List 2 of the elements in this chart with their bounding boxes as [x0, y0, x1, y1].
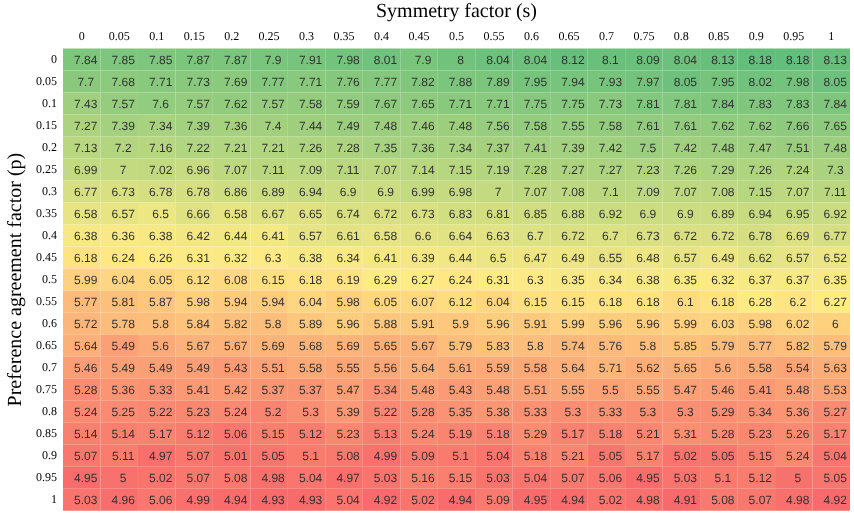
y-axis-title: Preference agreement factor (p) — [5, 152, 28, 407]
x-axis-title: Symmetry factor (s) — [375, 1, 538, 24]
